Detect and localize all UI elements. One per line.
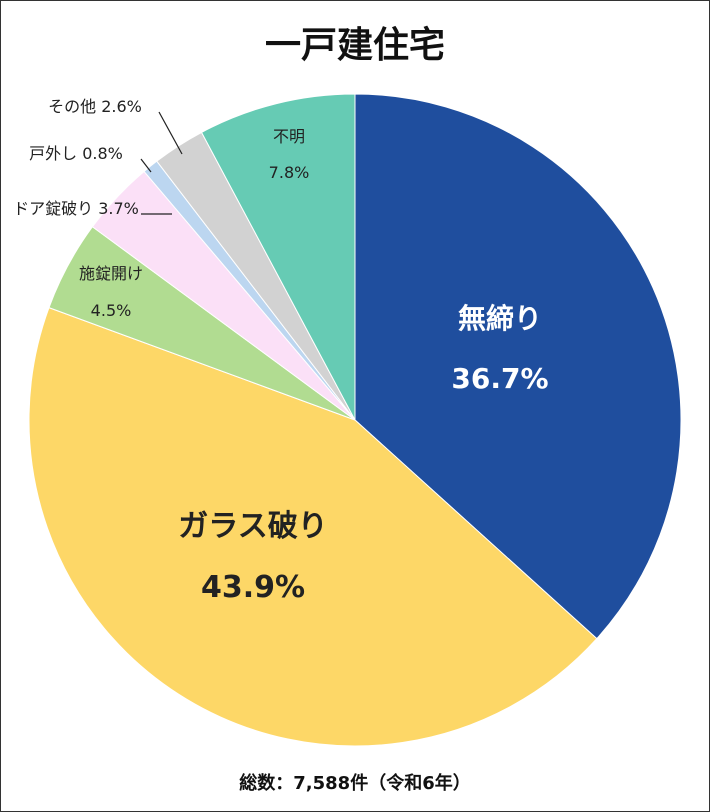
slice-label: ドア錠破り 3.7% — [13, 199, 139, 218]
pie-slice — [354, 93, 682, 640]
slice-label: ガラス破り — [178, 509, 327, 544]
slice-value-label: 4.5% — [91, 301, 132, 320]
chart-footnote: 総数：7,588件（令和6年） — [239, 772, 470, 794]
slice-label: 戸外し 0.8% — [29, 144, 123, 163]
slice-label: 無締り — [458, 302, 542, 335]
chart-title: 一戸建住宅 — [265, 24, 445, 66]
slice-label: その他 2.6% — [48, 97, 142, 116]
slice-label: 不明 — [273, 127, 305, 146]
slice-value-label: 7.8% — [269, 163, 310, 182]
slice-value-label: 36.7% — [451, 362, 548, 395]
pie-slices — [28, 93, 682, 747]
pie-labels: 無締り 36.7% ガラス破り 43.9% 施錠開け 4.5% ドア錠破り 3.7% 戸外し … — [13, 97, 548, 605]
pie-slice — [28, 307, 598, 747]
slice-label: 施錠開け — [79, 264, 143, 283]
pie-slice — [200, 93, 356, 421]
slice-value-label: 43.9% — [201, 570, 305, 605]
leader-line — [158, 111, 183, 155]
leader-line — [140, 158, 152, 173]
